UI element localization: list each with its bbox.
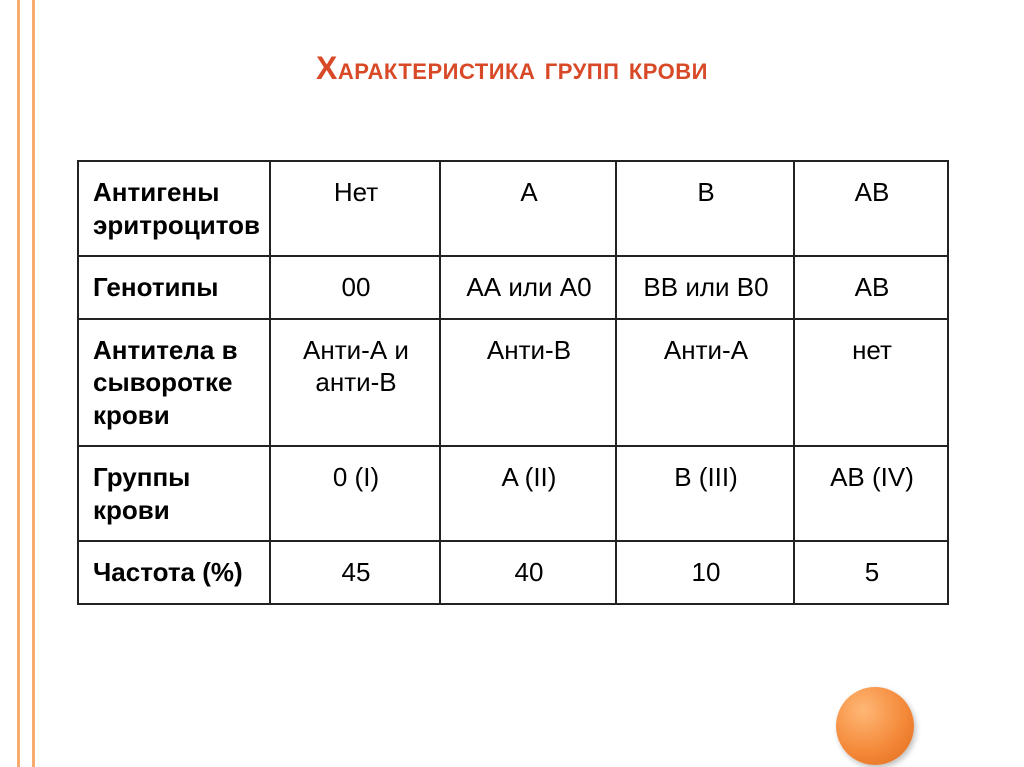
table-row: Генотипы 00 АА или А0 ВВ или В0 АВ xyxy=(78,256,948,319)
table-container: Антигены эритроцитов Нет А В АВ Генотипы… xyxy=(77,160,947,605)
cell: А xyxy=(440,161,616,256)
row-header: Генотипы xyxy=(78,256,270,319)
cell: АВ xyxy=(794,161,948,256)
table-row: Антигены эритроцитов Нет А В АВ xyxy=(78,161,948,256)
row-header: Группы крови xyxy=(78,446,270,541)
cell: B (III) xyxy=(616,446,794,541)
table-row: Антитела в сыворотке крови Анти-А и анти… xyxy=(78,319,948,447)
cell: 0 (I) xyxy=(270,446,440,541)
cell: 5 xyxy=(794,541,948,604)
cell: 40 xyxy=(440,541,616,604)
cell: АВ xyxy=(794,256,948,319)
slide: Характеристика групп крови Антигены эрит… xyxy=(0,0,1024,767)
cell: A (II) xyxy=(440,446,616,541)
cell: Анти-А и анти-В xyxy=(270,319,440,447)
cell: Анти-В xyxy=(440,319,616,447)
cell: нет xyxy=(794,319,948,447)
table-row: Группы крови 0 (I) A (II) B (III) AB (IV… xyxy=(78,446,948,541)
left-stripe-gap xyxy=(20,0,32,767)
table-body: Антигены эритроцитов Нет А В АВ Генотипы… xyxy=(78,161,948,604)
cell: 00 xyxy=(270,256,440,319)
row-header: Антитела в сыворотке крови xyxy=(78,319,270,447)
accent-circle-icon xyxy=(836,687,914,765)
slide-title: Характеристика групп крови xyxy=(0,50,1024,87)
cell: AB (IV) xyxy=(794,446,948,541)
cell: В xyxy=(616,161,794,256)
blood-groups-table: Антигены эритроцитов Нет А В АВ Генотипы… xyxy=(77,160,949,605)
slide-title-text: Характеристика групп крови xyxy=(316,50,708,86)
cell: Анти-А xyxy=(616,319,794,447)
cell: 10 xyxy=(616,541,794,604)
cell: АА или А0 xyxy=(440,256,616,319)
cell: Нет xyxy=(270,161,440,256)
row-header: Антигены эритроцитов xyxy=(78,161,270,256)
cell: ВВ или В0 xyxy=(616,256,794,319)
table-row: Частота (%) 45 40 10 5 xyxy=(78,541,948,604)
row-header: Частота (%) xyxy=(78,541,270,604)
cell: 45 xyxy=(270,541,440,604)
